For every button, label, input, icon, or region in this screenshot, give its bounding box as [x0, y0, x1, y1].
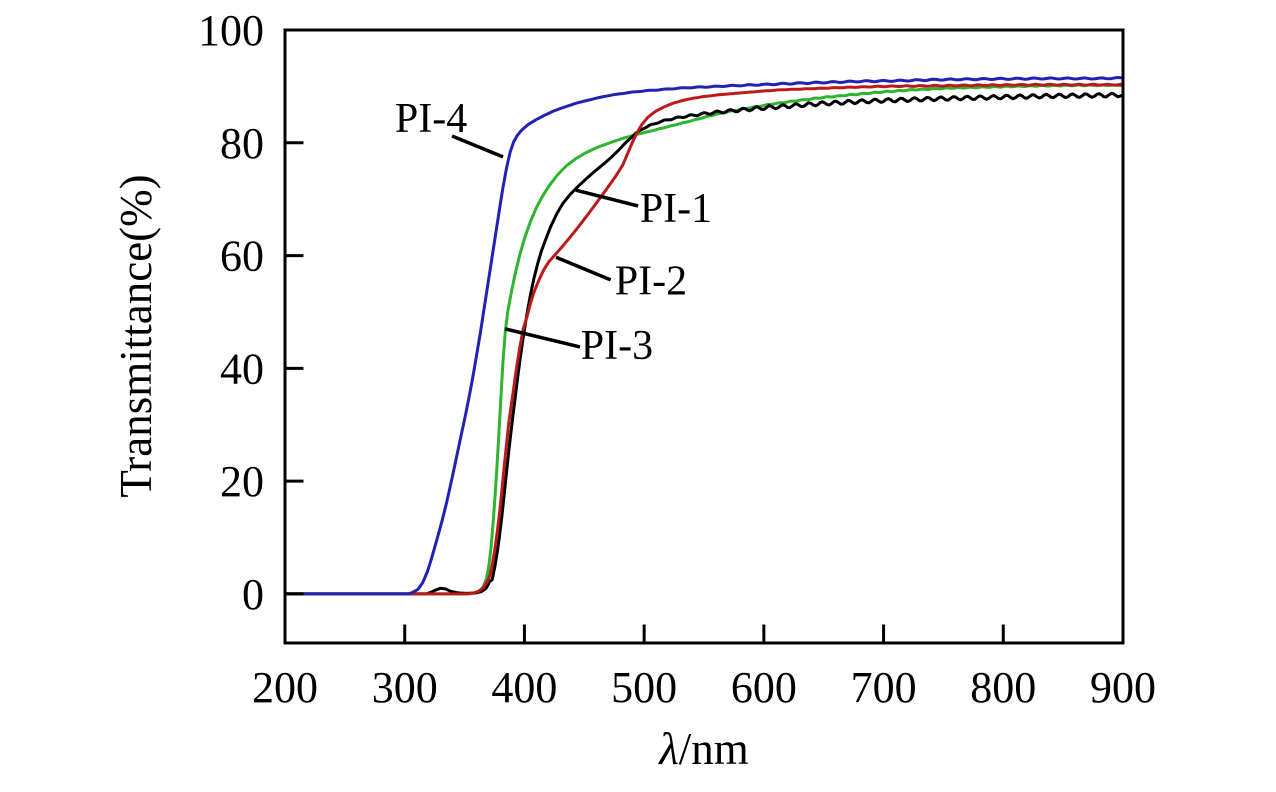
annotation-label-PI-2: PI-2 [615, 258, 687, 304]
axes-layer [283, 28, 1125, 645]
annotation-leader-PI-3 [504, 327, 581, 349]
annotation-leader-PI-1 [575, 188, 639, 208]
annotation-label-PI-1: PI-1 [640, 186, 712, 232]
annotation-leader-PI-4 [451, 134, 504, 159]
x-axis-title: λ/nm [657, 724, 749, 774]
y-axis-title: Transmittance(%) [111, 174, 161, 497]
curve-PI-1 [283, 92, 1125, 596]
x-tick-label: 700 [851, 663, 917, 712]
y-tick-label: 80 [220, 119, 264, 168]
annotation-label-PI-4: PI-4 [395, 96, 467, 142]
curve-PI-2 [283, 82, 1125, 596]
x-tick-label: 600 [731, 663, 797, 712]
y-tick-label: 100 [198, 6, 264, 55]
y-tick-label: 60 [220, 232, 264, 281]
plot-border [283, 28, 1125, 645]
y-tick-label: 20 [220, 457, 264, 506]
annotation-label-PI-3: PI-3 [581, 323, 653, 369]
annotations-layer: PI-4 PI-1 PI-2 PI-3 [395, 96, 712, 369]
ticks-layer: 200 300 400 500 600 700 800 900 0 20 40 60 80 100 [198, 6, 1156, 712]
x-tick-label: 200 [252, 663, 318, 712]
x-tick-label: 800 [970, 663, 1036, 712]
annotation-leader-PI-2 [555, 255, 612, 282]
curve-PI-3 [283, 83, 1125, 596]
curves-layer [283, 76, 1125, 596]
x-tick-label: 500 [611, 663, 677, 712]
y-tick-label: 40 [220, 344, 264, 393]
x-tick-label: 400 [491, 663, 557, 712]
x-tick-label: 900 [1090, 663, 1156, 712]
curve-PI-4 [283, 76, 1125, 596]
y-tick-label: 0 [242, 570, 264, 619]
x-tick-label: 300 [372, 663, 438, 712]
